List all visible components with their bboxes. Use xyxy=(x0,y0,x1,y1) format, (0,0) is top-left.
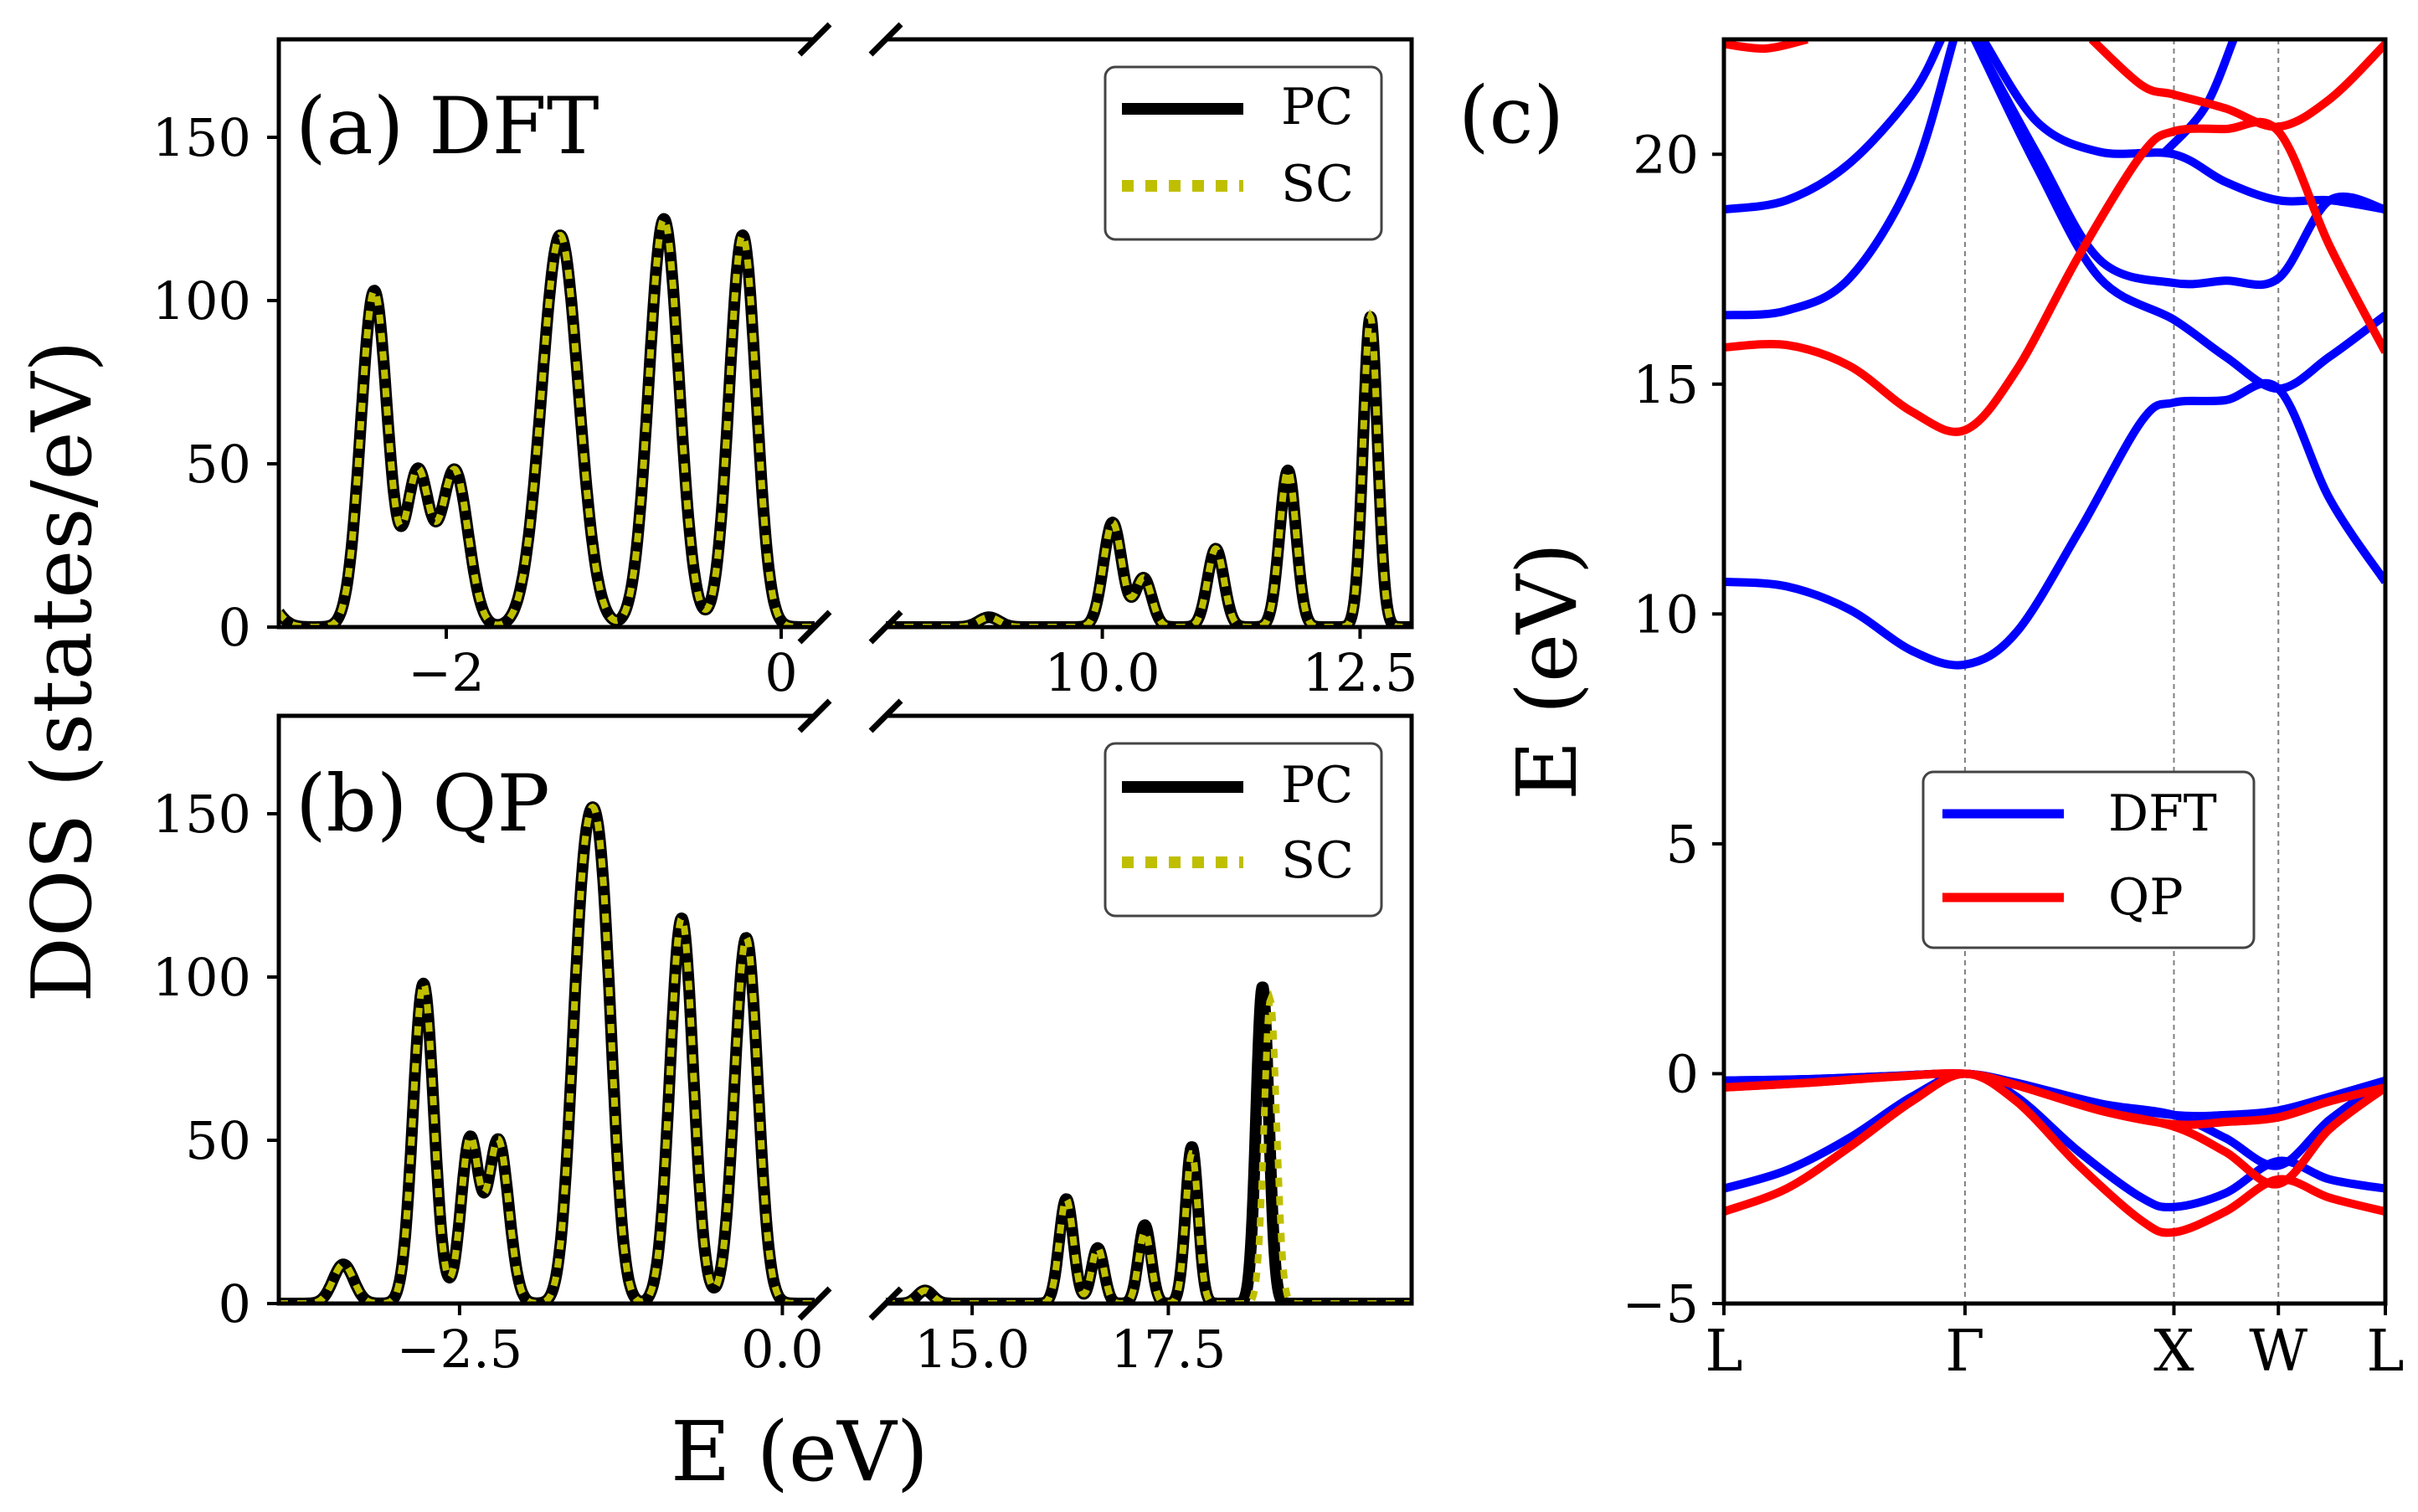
panel-a-sc-curve-seg0 xyxy=(279,214,815,627)
panel-b-break-mark xyxy=(797,1286,832,1321)
panel-b-ytick-label: 150 xyxy=(152,784,251,845)
panel-c-kpoint-label: Γ xyxy=(1945,1319,1984,1385)
panel-a-xtick-label: 12.5 xyxy=(1302,642,1417,703)
panel-a-xtick-label: −2 xyxy=(408,642,484,703)
panel-c-ytick-label: 20 xyxy=(1633,124,1699,185)
panel-a-sc-curve-seg1 xyxy=(886,309,1412,627)
panel-c-ytick-label: 15 xyxy=(1633,354,1699,415)
legend-qp-label: QP xyxy=(2108,868,2184,927)
panel-b-break-mark xyxy=(868,1286,903,1321)
dft-band xyxy=(2159,39,2238,157)
panel-a-break-mark xyxy=(868,22,903,57)
qp-band xyxy=(1724,39,1808,54)
panel-a-xtick-label: 10.0 xyxy=(1045,642,1160,703)
panel-b-pc-curve-seg0 xyxy=(279,801,815,1304)
panel-c-legend: DFT QP xyxy=(1922,770,2256,949)
panel-b-ytick-label: 100 xyxy=(152,947,251,1008)
panel-b-ticks: −2.5 0.0 15.0 17.5 0 50 100 150 xyxy=(152,784,1227,1380)
panel-c-ytick-label: 0 xyxy=(1666,1043,1699,1104)
dft-band xyxy=(1979,39,2385,214)
legend-sc-label: SC xyxy=(1281,155,1354,213)
panel-b-xtick-label: 15.0 xyxy=(914,1319,1030,1380)
panel-c-kpoint-label: L xyxy=(1705,1319,1742,1385)
qp-band xyxy=(1724,117,2385,436)
panel-b-xtick-label: −2.5 xyxy=(397,1319,523,1380)
panel-c-kpoint-lines xyxy=(1963,39,2280,1304)
panel-c-frame xyxy=(1721,37,2388,1306)
panel-b-break-mark xyxy=(797,698,832,733)
panel-b-legend: PC SC xyxy=(1104,742,1383,918)
panel-c-kpoint-label: X xyxy=(2153,1319,2194,1385)
band-energy-axis-label: E (eV) xyxy=(1500,543,1596,800)
qp-band xyxy=(2088,39,2385,131)
panel-a-pc-curve-seg1 xyxy=(886,311,1412,627)
panel-a-ytick-label: 150 xyxy=(152,107,251,168)
panel-b-break-mark xyxy=(868,698,903,733)
dft-band xyxy=(1724,39,1945,214)
panel-b-sc-curve-seg1 xyxy=(886,990,1412,1304)
panel-c-kpoint-label: L xyxy=(2366,1319,2404,1385)
panel-a-ytick-label: 50 xyxy=(185,434,251,495)
panel-b-axis-break-marks xyxy=(797,698,903,1321)
dft-band xyxy=(1724,378,2385,670)
panel-a-ytick-label: 100 xyxy=(152,270,251,332)
legend-dft-label: DFT xyxy=(2108,784,2217,843)
panel-b-xtick-label: 0.0 xyxy=(741,1319,824,1380)
panel-a-legend: PC SC xyxy=(1104,65,1383,241)
legend-sc-label: SC xyxy=(1281,831,1354,890)
qp-band xyxy=(1724,1069,2385,1237)
panel-a-ticks: −2 0 10.0 12.5 0 50 100 150 xyxy=(152,107,1418,703)
panel-a: −2 0 10.0 12.5 0 50 100 150 (a) DFT PC SC xyxy=(152,22,1418,703)
panel-a-title: (a) DFT xyxy=(296,81,599,172)
panel-c-title: (c) xyxy=(1459,70,1564,162)
panel-c-ytick-label: −5 xyxy=(1623,1273,1699,1335)
legend-pc-label: PC xyxy=(1281,756,1353,815)
panel-a-frame xyxy=(276,37,1414,630)
qp-band xyxy=(1724,1069,2385,1189)
panel-c-ytick-label: 5 xyxy=(1666,814,1699,875)
panel-b-ytick-label: 50 xyxy=(185,1110,251,1171)
panel-b-sc-curve-seg0 xyxy=(279,803,815,1304)
dos-y-axis-label: DOS (states/eV) xyxy=(15,340,111,1002)
panel-a-ytick-label: 0 xyxy=(219,597,251,658)
panel-b-ytick-label: 0 xyxy=(219,1273,251,1335)
dft-band xyxy=(1970,39,2385,393)
dft-band xyxy=(1724,39,1958,320)
dft-band xyxy=(1724,1069,2385,1211)
panel-b-frame xyxy=(276,713,1414,1306)
panel-c-ytick-label: 10 xyxy=(1633,584,1699,645)
panel-a-break-mark xyxy=(797,22,832,57)
panel-a-break-mark xyxy=(868,609,903,645)
energy-x-axis-label: E (eV) xyxy=(671,1405,929,1500)
panel-c-kpoint-label: W xyxy=(2249,1319,2307,1385)
panel-a-break-mark xyxy=(797,609,832,645)
panel-b-title: (b) QP xyxy=(296,759,550,850)
panel-a-axis-break-marks xyxy=(797,22,903,645)
panel-a-xtick-label: 0 xyxy=(764,642,797,703)
panel-b-xtick-label: 17.5 xyxy=(1110,1319,1226,1380)
legend-pc-label: PC xyxy=(1281,78,1353,136)
panel-b: −2.5 0.0 15.0 17.5 0 50 100 150 (b) QP PC SC xyxy=(152,698,1414,1380)
